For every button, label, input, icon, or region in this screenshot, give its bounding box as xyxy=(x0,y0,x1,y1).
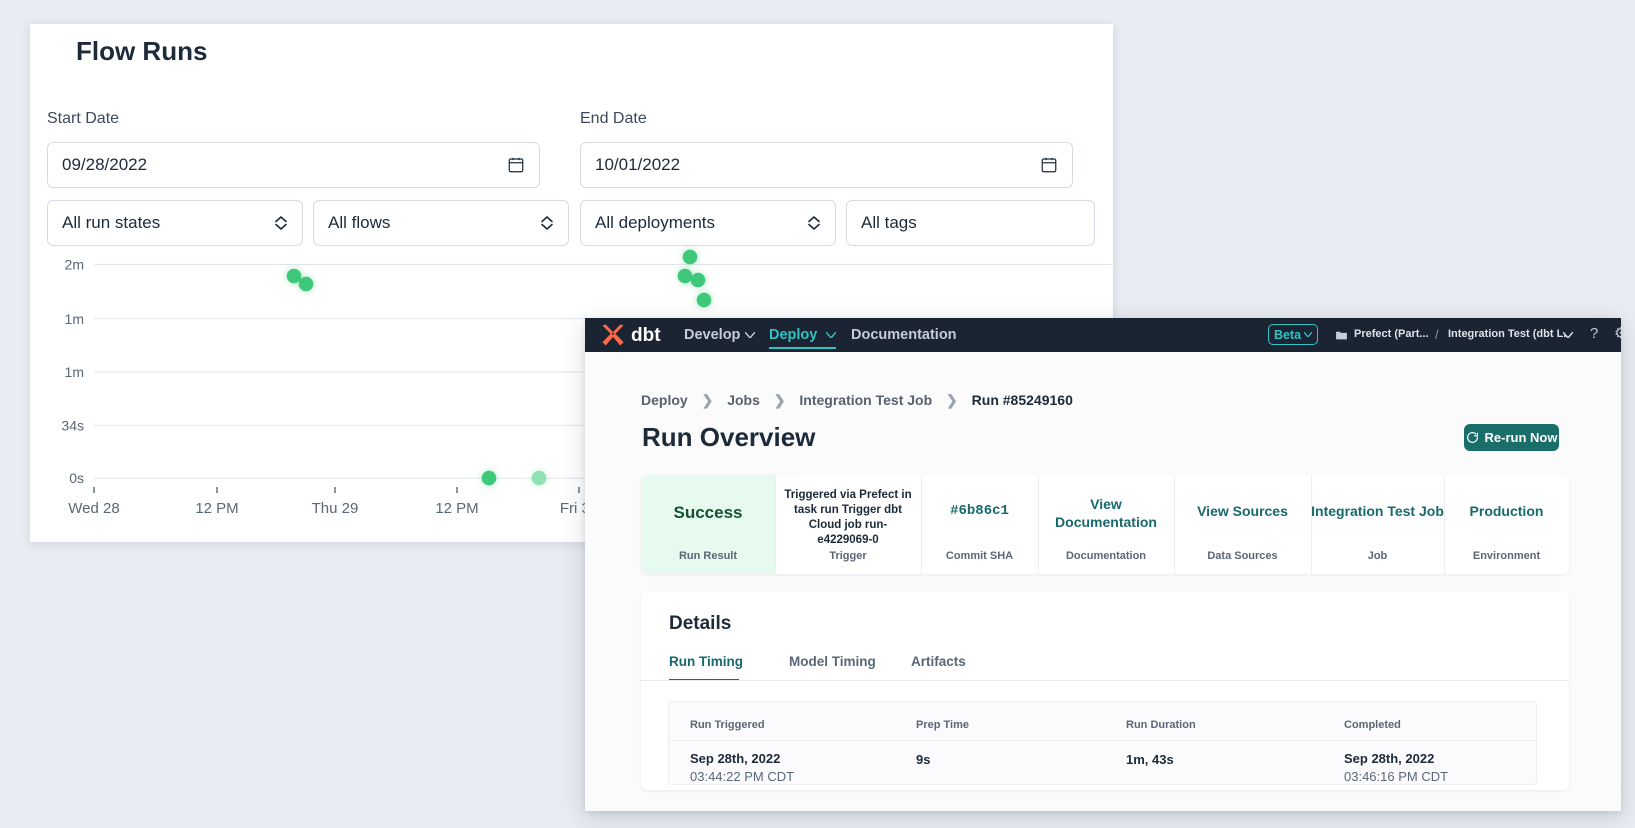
svg-text:12 PM: 12 PM xyxy=(435,500,478,517)
svg-text:2m: 2m xyxy=(65,257,84,273)
svg-text:1m: 1m xyxy=(65,311,84,327)
svg-text:Wed 28: Wed 28 xyxy=(68,500,119,517)
svg-text:1m: 1m xyxy=(65,364,84,380)
svg-text:0s: 0s xyxy=(69,470,84,486)
svg-text:12 PM: 12 PM xyxy=(195,500,238,517)
svg-text:34s: 34s xyxy=(61,417,84,433)
svg-text:Thu 29: Thu 29 xyxy=(312,500,359,517)
